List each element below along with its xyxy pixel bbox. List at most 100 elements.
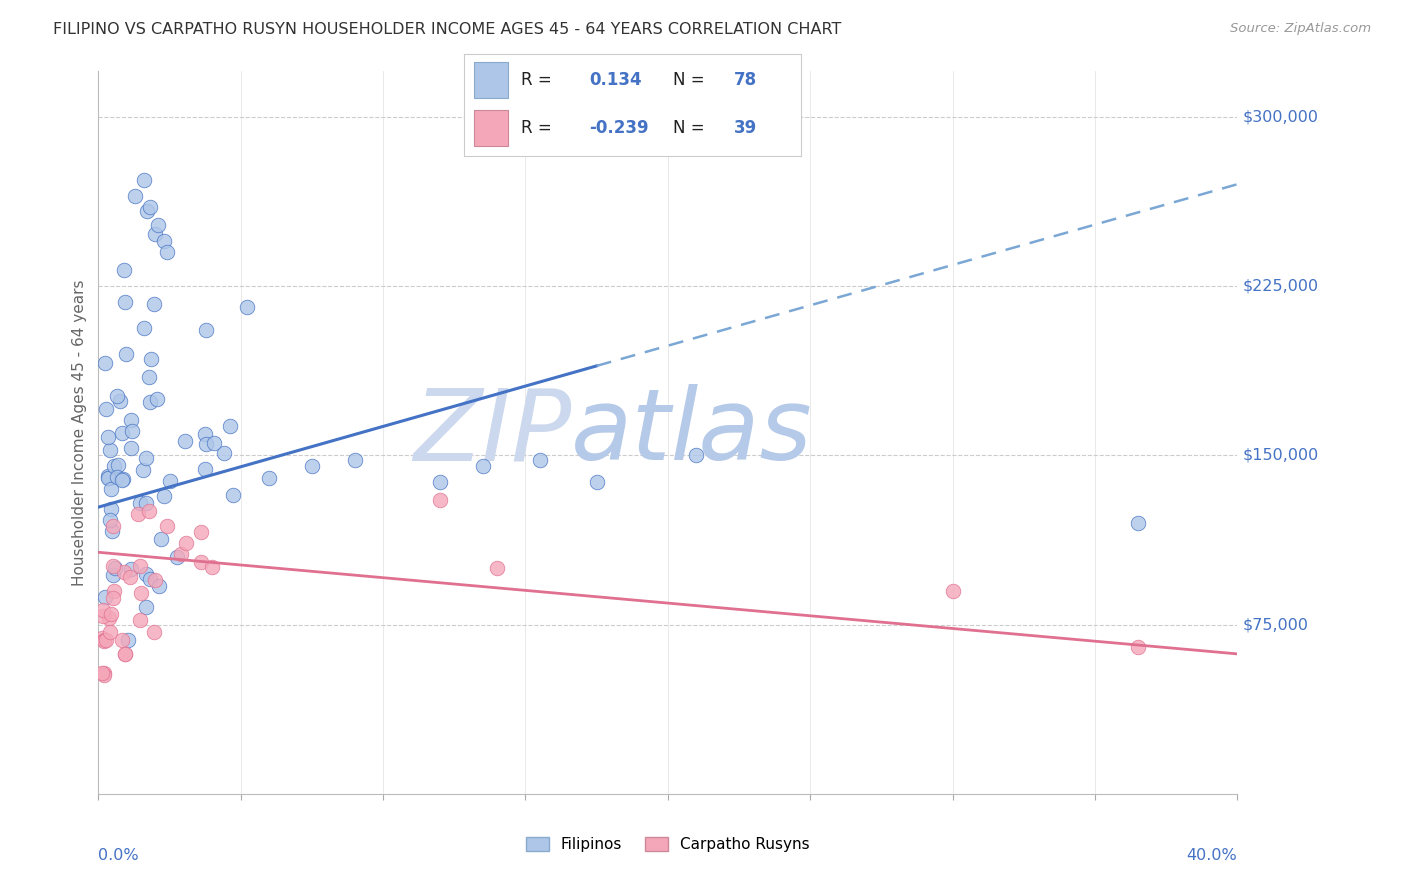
Point: [138, 504, 160, 518]
Y-axis label: Householder Income Ages 45 - 64 years: Householder Income Ages 45 - 64 years: [72, 279, 87, 586]
Point: [100, 483, 122, 497]
Point: [685, 448, 707, 462]
Point: [112, 472, 135, 486]
Point: [142, 625, 165, 640]
Point: [97, 430, 120, 444]
Text: $150,000: $150,000: [1243, 448, 1319, 463]
Point: [93, 633, 115, 648]
Point: [166, 549, 188, 564]
Point: [98, 443, 121, 458]
Point: [201, 560, 224, 574]
Point: [134, 321, 156, 335]
Text: N =: N =: [673, 119, 710, 136]
Point: [156, 519, 179, 533]
Point: [111, 426, 134, 441]
Text: 0.0%: 0.0%: [98, 848, 139, 863]
Point: [195, 436, 218, 450]
Point: [138, 370, 160, 384]
Point: [486, 561, 509, 575]
Point: [219, 418, 242, 433]
Text: Source: ZipAtlas.com: Source: ZipAtlas.com: [1230, 22, 1371, 36]
Point: [91, 608, 114, 623]
Point: [174, 434, 197, 449]
Text: -0.239: -0.239: [589, 119, 648, 136]
Point: [146, 392, 169, 406]
Point: [135, 451, 157, 466]
Point: [139, 394, 162, 409]
Point: [176, 536, 198, 550]
Text: N =: N =: [673, 70, 710, 88]
FancyBboxPatch shape: [474, 62, 508, 97]
Point: [98, 513, 121, 527]
Legend: Filipinos, Carpatho Rusyns: Filipinos, Carpatho Rusyns: [520, 831, 815, 858]
Point: [343, 452, 366, 467]
Text: R =: R =: [522, 119, 557, 136]
Text: 0.134: 0.134: [589, 70, 641, 88]
Point: [110, 393, 132, 408]
Point: [471, 459, 494, 474]
Point: [112, 565, 135, 579]
Point: [104, 561, 127, 575]
Point: [114, 295, 136, 310]
Point: [190, 555, 212, 569]
Point: [131, 586, 153, 600]
Point: [100, 607, 122, 621]
Point: [101, 567, 124, 582]
Point: [103, 591, 125, 605]
Text: 78: 78: [734, 70, 756, 88]
Point: [120, 441, 142, 455]
Point: [118, 570, 141, 584]
Point: [190, 524, 212, 539]
Text: R =: R =: [522, 70, 557, 88]
Point: [1126, 516, 1149, 530]
Point: [150, 532, 173, 546]
Point: [93, 590, 115, 604]
Point: [148, 218, 170, 232]
Point: [111, 473, 134, 487]
Point: [135, 204, 157, 219]
Point: [96, 401, 118, 416]
Point: [91, 666, 114, 681]
Point: [105, 470, 128, 484]
Point: [100, 502, 122, 516]
Point: [139, 352, 162, 367]
Text: $225,000: $225,000: [1243, 278, 1319, 293]
Text: $75,000: $75,000: [1243, 617, 1309, 632]
Point: [117, 633, 139, 648]
Point: [93, 668, 115, 682]
Point: [94, 632, 117, 647]
Point: [138, 200, 160, 214]
Point: [97, 470, 120, 484]
Point: [105, 389, 128, 403]
Point: [93, 665, 115, 680]
Point: [148, 579, 170, 593]
Point: [114, 648, 136, 662]
Point: [101, 524, 124, 539]
Point: [94, 356, 117, 370]
Point: [138, 572, 160, 586]
Point: [142, 297, 165, 311]
Point: [114, 647, 136, 661]
Point: [90, 632, 112, 646]
Point: [103, 583, 125, 598]
Point: [529, 452, 551, 467]
Point: [429, 475, 451, 490]
Point: [202, 435, 225, 450]
Point: [132, 463, 155, 477]
Point: [121, 424, 143, 438]
Point: [93, 603, 115, 617]
Point: [129, 613, 152, 627]
Point: [112, 262, 135, 277]
Point: [222, 488, 245, 502]
Point: [942, 583, 965, 598]
Point: [135, 600, 157, 615]
Point: [97, 468, 120, 483]
Point: [120, 413, 142, 427]
Point: [100, 624, 122, 639]
Point: [132, 173, 155, 187]
Point: [301, 459, 323, 474]
Point: [170, 547, 193, 561]
Point: [103, 558, 125, 573]
FancyBboxPatch shape: [474, 110, 508, 145]
Point: [135, 567, 157, 582]
